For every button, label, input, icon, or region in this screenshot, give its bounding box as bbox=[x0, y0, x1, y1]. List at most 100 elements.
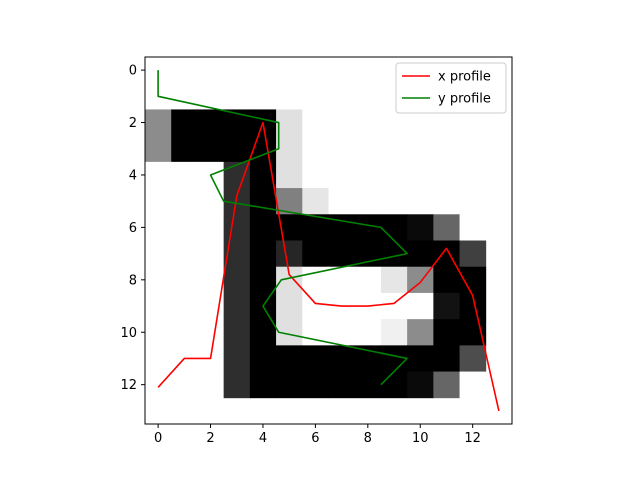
heatmap-cell bbox=[276, 109, 303, 137]
heatmap-cell bbox=[459, 109, 487, 137]
heatmap-cell bbox=[223, 266, 251, 294]
heatmap-cell bbox=[171, 292, 198, 320]
heatmap-cell bbox=[407, 161, 434, 189]
heatmap-cell bbox=[459, 240, 487, 268]
axes-frame bbox=[144, 56, 513, 425]
heatmap-cell bbox=[249, 83, 277, 110]
heatmap-cell bbox=[223, 214, 251, 241]
heatmap-cell bbox=[380, 109, 408, 137]
x-tick-label: 2 bbox=[206, 431, 214, 446]
heatmap-cell bbox=[223, 57, 251, 84]
heatmap-cell bbox=[380, 161, 408, 189]
heatmap-cell bbox=[407, 135, 434, 163]
heatmap-cell bbox=[145, 266, 172, 294]
legend-label: y profile bbox=[438, 92, 491, 107]
heatmap-cell bbox=[354, 371, 382, 399]
heatmap-cell bbox=[459, 214, 487, 241]
heatmap-cell bbox=[197, 109, 225, 137]
heatmap-cell bbox=[276, 266, 303, 294]
heatmap-cell bbox=[354, 109, 382, 137]
heatmap-cell bbox=[459, 345, 487, 372]
heatmap-cell bbox=[171, 240, 198, 268]
heatmap-cell bbox=[223, 135, 251, 163]
heatmap-cell bbox=[433, 371, 460, 399]
x-tick-label: 4 bbox=[259, 431, 267, 446]
heatmap-cell bbox=[328, 161, 356, 189]
heatmap-cell bbox=[433, 188, 460, 215]
heatmap-cell bbox=[380, 319, 408, 346]
heatmap-cell bbox=[380, 371, 408, 399]
heatmap-cell bbox=[354, 188, 382, 215]
heatmap-cell bbox=[249, 345, 277, 372]
heatmap-cell bbox=[223, 319, 251, 346]
heatmap-cell bbox=[433, 292, 460, 320]
legend-label: x profile bbox=[438, 70, 491, 85]
heatmap-cell bbox=[380, 214, 408, 241]
heatmap-cell bbox=[249, 214, 277, 241]
x-tick-label: 12 bbox=[464, 431, 481, 446]
heatmap-cell bbox=[145, 240, 172, 268]
heatmap-cell bbox=[276, 371, 303, 399]
heatmap-cell bbox=[380, 292, 408, 320]
heatmap-cell bbox=[407, 240, 434, 268]
heatmap-cell bbox=[302, 292, 329, 320]
heatmap-cell bbox=[223, 161, 251, 189]
y-tick-label: 8 bbox=[129, 273, 137, 288]
heatmap-cell bbox=[433, 319, 460, 346]
series-lines bbox=[157, 70, 500, 412]
heatmap-cell bbox=[223, 345, 251, 372]
heatmap-cell bbox=[302, 57, 329, 84]
heatmap-cell bbox=[276, 83, 303, 110]
heatmap-cell bbox=[223, 83, 251, 110]
heatmap-cell bbox=[407, 188, 434, 215]
heatmap-cell bbox=[407, 109, 434, 137]
heatmap-cell bbox=[328, 109, 356, 137]
heatmap-cell bbox=[459, 371, 487, 399]
heatmap-cell bbox=[459, 161, 487, 189]
heatmap-cell bbox=[433, 109, 460, 137]
heatmap-cell bbox=[171, 188, 198, 215]
heatmap-cell bbox=[354, 240, 382, 268]
heatmap-cell bbox=[249, 266, 277, 294]
heatmap-cell bbox=[407, 319, 434, 346]
heatmap-cell bbox=[145, 345, 172, 372]
heatmap-cell bbox=[328, 371, 356, 399]
heatmap-cell bbox=[459, 135, 487, 163]
heatmap-cell bbox=[276, 161, 303, 189]
heatmap-cell bbox=[407, 292, 434, 320]
heatmap-cell bbox=[145, 292, 172, 320]
heatmap-cell bbox=[171, 109, 198, 137]
heatmap-cell bbox=[171, 214, 198, 241]
heatmap-cell bbox=[145, 371, 172, 399]
heatmap-cell bbox=[380, 345, 408, 372]
heatmap-cell bbox=[302, 135, 329, 163]
heatmap-cell bbox=[171, 266, 198, 294]
heatmap-cell bbox=[302, 345, 329, 372]
heatmap-cell bbox=[459, 188, 487, 215]
y-tick-label: 12 bbox=[120, 378, 137, 393]
heatmap-cell bbox=[197, 240, 225, 268]
heatmap-cell bbox=[302, 161, 329, 189]
heatmap-cell bbox=[197, 188, 225, 215]
heatmap-cell bbox=[171, 161, 198, 189]
heatmap-cell bbox=[328, 83, 356, 110]
y-axis: 0 2 4 6 8 10 12 bbox=[120, 64, 145, 393]
heatmap-cell bbox=[328, 214, 356, 241]
heatmap-cell bbox=[433, 240, 460, 268]
y-tick-label: 6 bbox=[129, 221, 137, 236]
heatmap-cell bbox=[197, 57, 225, 84]
heatmap-cell bbox=[328, 319, 356, 346]
heatmap-cell bbox=[276, 345, 303, 372]
heatmap-cell bbox=[328, 57, 356, 84]
heatmap-cell bbox=[171, 371, 198, 399]
heatmap-cell bbox=[354, 266, 382, 294]
heatmap-cell bbox=[433, 161, 460, 189]
heatmap bbox=[145, 57, 487, 399]
heatmap-cell bbox=[407, 371, 434, 399]
heatmap-cell bbox=[328, 240, 356, 268]
heatmap-cell bbox=[302, 371, 329, 399]
heatmap-cell bbox=[197, 135, 225, 163]
heatmap-cell bbox=[145, 135, 172, 163]
heatmap-cell bbox=[171, 83, 198, 110]
